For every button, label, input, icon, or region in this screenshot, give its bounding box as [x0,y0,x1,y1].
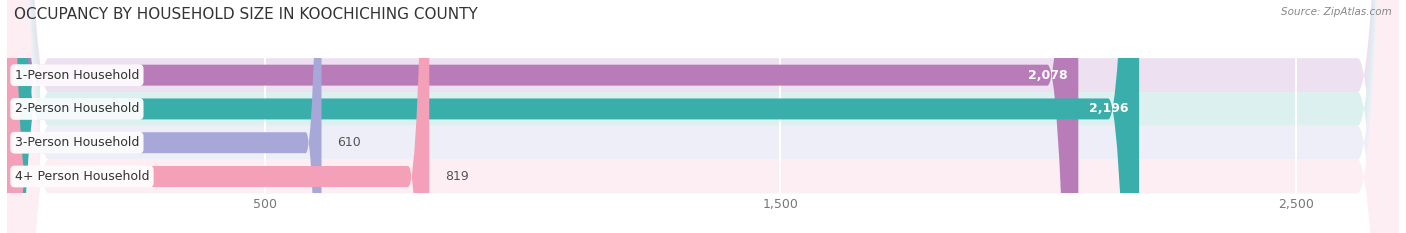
FancyBboxPatch shape [7,0,322,233]
FancyBboxPatch shape [7,0,1078,233]
FancyBboxPatch shape [7,0,1399,233]
FancyBboxPatch shape [7,0,1139,233]
Text: OCCUPANCY BY HOUSEHOLD SIZE IN KOOCHICHING COUNTY: OCCUPANCY BY HOUSEHOLD SIZE IN KOOCHICHI… [14,7,478,22]
Text: 819: 819 [444,170,468,183]
FancyBboxPatch shape [7,0,1399,233]
FancyBboxPatch shape [7,0,1399,233]
Text: 2,078: 2,078 [1028,69,1069,82]
Text: 2,196: 2,196 [1090,103,1129,115]
Text: 2-Person Household: 2-Person Household [14,103,139,115]
FancyBboxPatch shape [7,0,429,233]
Text: 1-Person Household: 1-Person Household [14,69,139,82]
Text: Source: ZipAtlas.com: Source: ZipAtlas.com [1281,7,1392,17]
Text: 610: 610 [337,136,361,149]
Text: 3-Person Household: 3-Person Household [14,136,139,149]
FancyBboxPatch shape [7,0,1399,233]
Text: 4+ Person Household: 4+ Person Household [14,170,149,183]
